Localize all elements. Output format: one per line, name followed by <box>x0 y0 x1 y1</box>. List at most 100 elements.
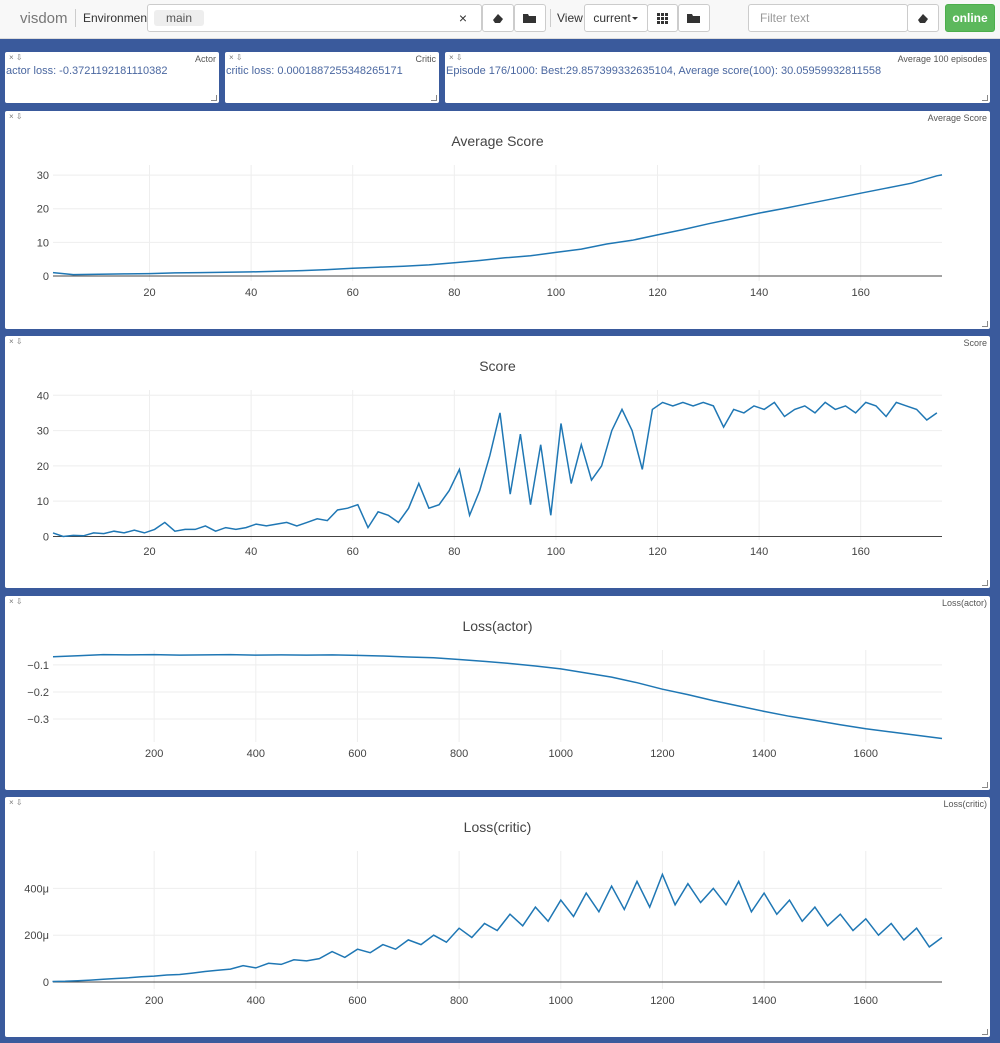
pane-title: Average Score <box>927 113 987 123</box>
chart-title: Average Score <box>451 133 544 149</box>
resize-handle[interactable] <box>982 321 988 327</box>
view-value[interactable]: current <box>593 11 631 25</box>
folder-icon <box>523 13 536 23</box>
erase-icon <box>918 14 928 23</box>
brand: visdom <box>20 10 68 27</box>
pane-controls[interactable]: × ⇩ <box>229 53 243 62</box>
y-tick-label: 10 <box>37 496 49 508</box>
pane-controls[interactable]: × ⇩ <box>9 798 23 807</box>
x-tick-label: 400 <box>247 748 265 760</box>
resize-handle[interactable] <box>982 580 988 586</box>
x-tick-label: 60 <box>347 287 359 299</box>
x-tick-label: 20 <box>143 546 155 558</box>
view-select[interactable]: current <box>584 4 648 32</box>
x-tick-label: 400 <box>247 995 265 1007</box>
pane-title: Average 100 episodes <box>897 54 987 64</box>
data-line <box>52 653 943 740</box>
x-tick-label: 140 <box>750 546 768 558</box>
x-tick-label: 600 <box>348 748 366 760</box>
erase-button[interactable] <box>482 4 514 32</box>
pane-controls[interactable]: × ⇩ <box>9 337 23 346</box>
x-tick-label: 40 <box>245 287 257 299</box>
chart: Loss(critic) 200 400 600 800 1000 1200 1400 1600… <box>24 819 943 1007</box>
pane-controls[interactable]: × ⇩ <box>9 112 23 121</box>
clear-button[interactable]: × <box>458 10 467 26</box>
view-label: View <box>557 11 583 25</box>
pane-title: Actor <box>194 54 216 64</box>
resize-handle[interactable] <box>431 95 437 101</box>
status[interactable]: online <box>952 11 988 25</box>
grid-icon <box>657 12 668 24</box>
pane-title: Score <box>963 338 987 348</box>
data-line <box>52 872 943 983</box>
pane-text: Episode 176/1000: Best:29.85739933263510… <box>446 65 882 77</box>
open-button[interactable] <box>514 4 546 32</box>
filter-clear-button[interactable] <box>907 4 939 32</box>
y-tick-label: 30 <box>37 170 49 182</box>
environment-tag[interactable]: main <box>154 10 205 26</box>
x-tick-label: 1400 <box>752 748 776 760</box>
x-tick-label: 200 <box>145 995 163 1007</box>
separator <box>75 9 76 27</box>
resize-handle[interactable] <box>982 782 988 788</box>
chart: Loss(actor) 200 400 600 800 1000 1200 1400 1600 −… <box>27 618 943 760</box>
x-tick-label: 1000 <box>549 995 573 1007</box>
x-tick-label: 80 <box>448 546 460 558</box>
chart-title: Loss(actor) <box>462 618 532 634</box>
chart: Average Score 20 40 60 80 100 120 140 160 0 10 20 30 <box>37 133 943 299</box>
x-tick-label: 120 <box>648 287 666 299</box>
x-tick-label: 1200 <box>650 995 674 1007</box>
x-tick-label: 160 <box>852 546 870 558</box>
filter-placeholder: Filter text <box>760 11 810 25</box>
x-tick-label: 1000 <box>549 748 573 760</box>
grid-button[interactable] <box>647 4 678 32</box>
pane-title: Critic <box>415 54 437 64</box>
environment-select[interactable]: main × <box>147 4 482 32</box>
data-line <box>52 401 938 538</box>
pane: Average Score × ⇩ Average Score 20 40 60 80 100… <box>5 111 990 329</box>
separator <box>550 9 551 27</box>
x-tick-label: 1600 <box>854 995 878 1007</box>
pane: Score × ⇩ Score 20 40 60 80 100 120 140 160 0 10 20 30… <box>5 336 990 588</box>
x-tick-label: 160 <box>852 287 870 299</box>
y-tick-label: −0.1 <box>27 660 49 672</box>
pane: Critic × ⇩ critic loss: 0.0001887255348265… <box>225 52 439 103</box>
x-tick-label: 800 <box>450 748 468 760</box>
y-tick-label: 200μ <box>24 930 49 942</box>
y-tick-label: 40 <box>37 390 49 402</box>
y-tick-label: 0 <box>43 271 49 283</box>
resize-handle[interactable] <box>982 95 988 101</box>
x-tick-label: 80 <box>448 287 460 299</box>
data-line <box>52 174 943 276</box>
filter-input[interactable]: Filter text <box>748 4 908 32</box>
pane-controls[interactable]: × ⇩ <box>9 597 23 606</box>
resize-handle[interactable] <box>982 1029 988 1035</box>
pane: Average 100 episodes × ⇩ Episode 176/1000:… <box>445 52 990 103</box>
x-tick-label: 140 <box>750 287 768 299</box>
y-tick-label: −0.3 <box>27 714 49 726</box>
y-tick-label: 0 <box>43 531 49 543</box>
caret <box>631 17 638 20</box>
erase-icon <box>493 14 503 23</box>
x-tick-label: 120 <box>648 546 666 558</box>
pane-title: Loss(actor) <box>941 598 987 608</box>
pane: Loss(actor) × ⇩ Loss(actor) 200 400 600 800 100… <box>5 596 990 790</box>
x-tick-label: 60 <box>347 546 359 558</box>
x-tick-label: 20 <box>143 287 155 299</box>
pane-controls[interactable]: × ⇩ <box>449 53 463 62</box>
pane-text: critic loss: 0.0001887255348265171 <box>226 65 403 77</box>
y-tick-label: −0.2 <box>27 687 49 699</box>
chart: Score 20 40 60 80 100 120 140 160 0 10 20 30 40 <box>37 358 942 558</box>
open-view-button[interactable] <box>678 4 710 32</box>
status-button[interactable]: online <box>945 4 995 32</box>
resize-handle[interactable] <box>211 95 217 101</box>
pane: Loss(critic) × ⇩ Loss(critic) 200 400 600 800 1… <box>5 797 990 1037</box>
chart-title: Score <box>479 358 516 374</box>
x-tick-label: 600 <box>348 995 366 1007</box>
y-tick-label: 20 <box>37 204 49 216</box>
x-tick-label: 1400 <box>752 995 776 1007</box>
pane-title: Loss(critic) <box>943 799 987 809</box>
pane-controls[interactable]: × ⇩ <box>9 53 23 62</box>
pane-text: actor loss: -0.3721192181110382 <box>6 65 168 77</box>
